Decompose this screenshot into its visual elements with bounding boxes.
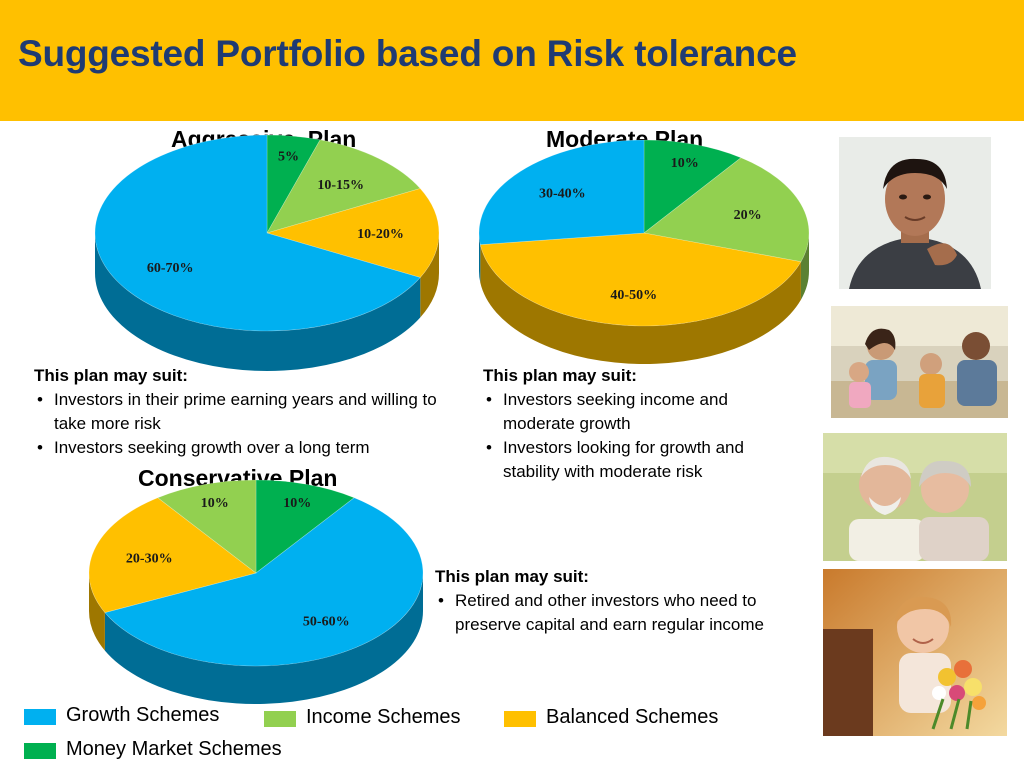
pie-slice [104, 497, 424, 667]
pie-side-wall [480, 244, 801, 364]
pie-data-label: 5% [278, 150, 299, 165]
conservative-pie: 10% 50-60% 20-30% 10% [88, 479, 424, 704]
pie-data-label: 30-40% [539, 186, 586, 201]
conservative-suit-heading: This plan may suit: [435, 567, 589, 586]
moderate-pie: 10% 20% 40-50% 30-40% [478, 139, 810, 364]
moderate-suitability: This plan may suit: Investors seeking in… [483, 364, 803, 484]
pie-side-wall [95, 233, 421, 371]
legend-swatch-growth [24, 709, 56, 725]
pie-data-label: 20% [734, 208, 762, 223]
pie-slice [255, 479, 355, 574]
legend-label-balanced: Balanced Schemes [546, 706, 719, 728]
conservative-suit-item: Retired and other investors who need to … [435, 589, 800, 637]
pie-side-wall [104, 573, 423, 704]
pie-slice [265, 188, 440, 278]
page-title: Suggested Portfolio based on Risk tolera… [18, 33, 797, 74]
aggressive-pie: 5% 10-15% 10-20% 60-70% [94, 134, 440, 371]
pie-slice [94, 134, 421, 332]
family-photo [831, 306, 1008, 418]
pie-slice [478, 139, 645, 245]
legend-label-growth: Growth Schemes [66, 704, 220, 726]
moderate-suit-item: Investors seeking income and moderate gr… [483, 388, 803, 436]
pie-data-label: 10% [671, 156, 699, 171]
pie-slice [266, 139, 421, 234]
aggressive-suitability: This plan may suit: Investors in their p… [34, 364, 454, 460]
girl-with-flowers-photo [823, 569, 1007, 736]
pie-data-label: 40-50% [610, 288, 657, 303]
legend-swatch-balanced [504, 711, 536, 727]
pie-data-label: 50-60% [303, 614, 350, 629]
legend-swatch-money-market [24, 743, 56, 759]
header-banner: Suggested Portfolio based on Risk tolera… [0, 0, 1024, 121]
moderate-suit-item: Investors looking for growth and stabili… [483, 436, 803, 484]
legend-label-income: Income Schemes [306, 706, 461, 728]
aggressive-suit-item: Investors in their prime earning years a… [34, 388, 454, 436]
conservative-suitability: This plan may suit: Retired and other in… [435, 565, 800, 637]
legend-label-money-market: Money Market Schemes [66, 738, 282, 760]
pie-slice [643, 139, 742, 234]
pie-data-label: 10% [201, 496, 229, 511]
elderly-couple-photo [823, 433, 1007, 561]
legend-swatch-income [264, 711, 296, 727]
pie-slice [479, 232, 802, 327]
pie-data-label: 10-15% [317, 178, 364, 193]
man-portrait-photo [839, 137, 991, 289]
pie-side-wall [420, 233, 439, 318]
moderate-suit-heading: This plan may suit: [483, 366, 637, 385]
pie-slice [157, 479, 257, 574]
pie-side-wall [89, 573, 105, 651]
aggressive-suit-heading: This plan may suit: [34, 366, 188, 385]
pie-slice [266, 134, 321, 235]
aggressive-suit-item: Investors seeking growth over a long ter… [34, 436, 454, 460]
pie-side-wall [800, 233, 809, 300]
pie-data-label: 20-30% [126, 552, 173, 567]
pie-slice [88, 497, 257, 613]
pie-data-label: 10-20% [357, 227, 404, 242]
pie-slice [643, 157, 810, 263]
pie-data-label: 60-70% [147, 261, 194, 276]
pie-data-label: 10% [283, 496, 311, 511]
pie-side-wall [479, 233, 481, 283]
